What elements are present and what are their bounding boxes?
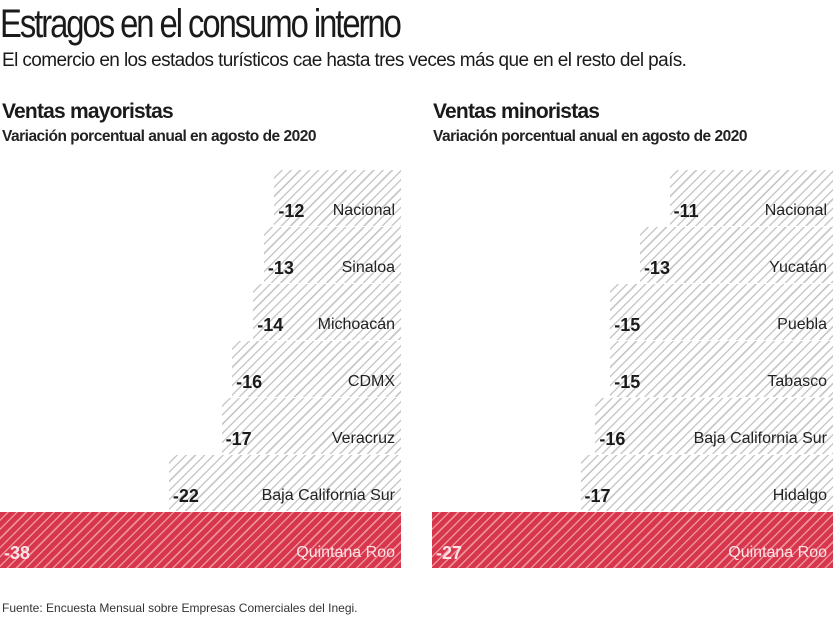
bar-quintana-roo: -38 Quintana Roo [0, 512, 401, 568]
bar-yucatán: -13 Yucatán [639, 227, 833, 283]
value-label: -14 [257, 315, 284, 335]
category-label: CDMX [347, 373, 395, 390]
category-label: Puebla [777, 316, 827, 333]
value-label: -13 [643, 258, 670, 278]
bar-michoacán: -14 Michoacán [253, 284, 401, 340]
category-label: Baja California Sur [261, 487, 395, 504]
retail-chart: -11 Nacional -13 Yucatán -15 Puebla -15 Tabasco… [432, 170, 833, 568]
category-label: Quintana Roo [296, 544, 395, 561]
category-label: Nacional [764, 202, 827, 219]
bar-sinaloa: -13 Sinaloa [263, 227, 401, 283]
bar-nacional: -12 Nacional [274, 170, 401, 226]
bar-puebla: -15 Puebla [610, 284, 833, 340]
category-label: Hidalgo [772, 487, 827, 504]
bar-veracruz: -17 Veracruz [221, 398, 401, 454]
value-label: -15 [614, 372, 641, 392]
chart-title: Estragos en el consumo interno [0, 2, 402, 46]
category-label: Sinaloa [341, 259, 395, 276]
value-label: -13 [267, 258, 294, 278]
category-label: Yucatán [769, 259, 827, 276]
category-label: Quintana Roo [728, 544, 827, 561]
value-label: -12 [278, 201, 305, 221]
category-label: Nacional [332, 202, 395, 219]
value-label: -16 [599, 429, 626, 449]
category-label: Veracruz [331, 430, 395, 447]
left-chart-title: Ventas mayoristas [2, 100, 174, 123]
value-label: -27 [436, 543, 463, 563]
value-label: -16 [236, 372, 263, 392]
chart-subtitle: El comercio en los estados turísticos ca… [2, 50, 687, 71]
value-label: -17 [584, 486, 611, 506]
bar-quintana-roo: -27 Quintana Roo [432, 512, 833, 568]
bar-baja-california-sur: -16 Baja California Sur [595, 398, 833, 454]
bar-cdmx: -16 CDMX [232, 341, 401, 397]
right-chart-title: Ventas minoristas [433, 100, 600, 123]
category-label: Baja California Sur [693, 430, 827, 447]
value-label: -22 [172, 486, 199, 506]
right-chart-subtitle: Variación porcentual anual en agosto de … [433, 128, 747, 145]
bar-tabasco: -15 Tabasco [610, 341, 833, 397]
value-label: -38 [4, 543, 31, 563]
bar-baja-california-sur: -22 Baja California Sur [168, 455, 401, 511]
category-label: Tabasco [767, 373, 827, 390]
value-label: -11 [673, 201, 699, 221]
source-note: Fuente: Encuesta Mensual sobre Empresas … [2, 601, 358, 615]
left-chart-subtitle: Variación porcentual anual en agosto de … [2, 128, 316, 145]
value-label: -15 [614, 315, 641, 335]
wholesale-chart: -12 Nacional -13 Sinaloa -14 Michoacán -16 CDMX… [0, 170, 401, 568]
category-label: Michoacán [317, 316, 395, 333]
bar-nacional: -11 Nacional [669, 170, 833, 226]
bar-hidalgo: -17 Hidalgo [580, 455, 833, 511]
value-label: -17 [225, 429, 252, 449]
